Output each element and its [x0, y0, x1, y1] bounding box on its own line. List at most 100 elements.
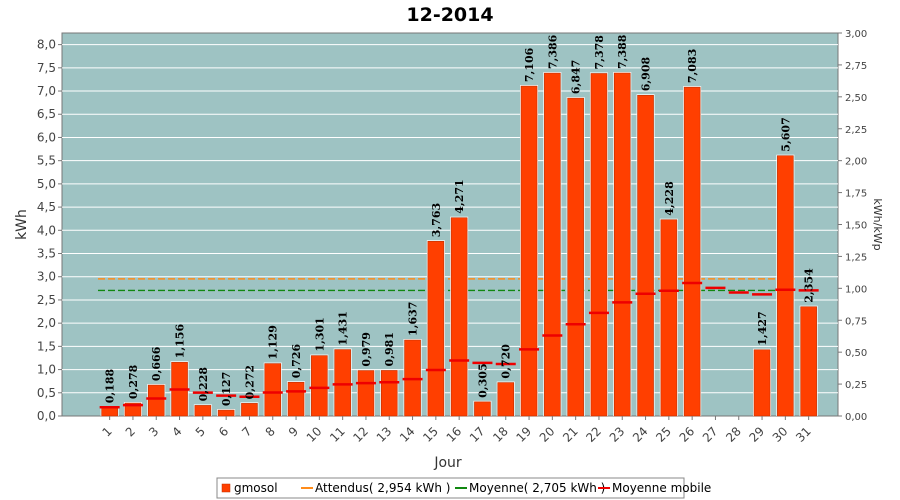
- bar-13: [380, 369, 399, 417]
- bar-fill-31: [800, 306, 817, 417]
- bar-fill-20: [544, 72, 561, 417]
- x-tick-22: 22: [583, 424, 604, 445]
- data-label-30: 5,607: [779, 117, 792, 151]
- x-tick-15: 15: [420, 424, 441, 445]
- y-tick-0,0: 0,0: [37, 409, 56, 423]
- data-label-19: 7,106: [523, 47, 536, 82]
- bar-fill-8: [264, 363, 282, 417]
- bar-10: [310, 354, 329, 417]
- y-tick-6,0: 6,0: [37, 130, 56, 144]
- bar-fill-5: [194, 405, 212, 417]
- data-label-5: 0,228: [197, 367, 210, 402]
- y2-tick-2,25: 2,25: [845, 125, 867, 136]
- x-tick-20: 20: [537, 424, 558, 445]
- bar-29: [753, 348, 772, 417]
- bar-fill-3: [147, 384, 165, 417]
- data-label-13: 0,981: [383, 332, 396, 366]
- legend-label-1: Attendus( 2,954 kWh ): [315, 481, 450, 495]
- data-label-21: 6,847: [570, 60, 583, 94]
- bar-26: [683, 86, 702, 417]
- data-label-23: 7,388: [616, 34, 629, 69]
- data-label-14: 1,637: [407, 302, 420, 336]
- y2-tick-1,00: 1,00: [845, 284, 867, 295]
- x-tick-5: 5: [193, 424, 208, 439]
- bar-12: [356, 369, 375, 417]
- x-tick-10: 10: [304, 424, 325, 445]
- x-tick-17: 17: [467, 424, 488, 445]
- data-label-2: 0,278: [127, 364, 140, 399]
- data-label-4: 1,156: [174, 324, 187, 359]
- bar-3: [147, 384, 166, 417]
- y-tick-4,0: 4,0: [37, 223, 56, 237]
- data-label-9: 0,726: [290, 344, 303, 379]
- bar-fill-18: [497, 382, 515, 417]
- bar-14: [403, 339, 422, 417]
- bar-fill-22: [590, 73, 608, 417]
- bar-fill-9: [287, 381, 305, 417]
- x-tick-8: 8: [263, 424, 278, 439]
- data-label-20: 7,386: [546, 34, 559, 69]
- data-label-25: 4,228: [663, 181, 676, 216]
- y-tick-7,5: 7,5: [37, 61, 56, 75]
- bar-fill-16: [450, 217, 468, 417]
- y2-tick-1,50: 1,50: [845, 221, 867, 232]
- bar-fill-30: [777, 155, 794, 417]
- y-tick-8,0: 8,0: [37, 38, 56, 52]
- x-tick-28: 28: [723, 424, 744, 445]
- x-tick-1: 1: [99, 424, 114, 439]
- legend-item-3: Moyenne mobile: [598, 481, 711, 495]
- y2-tick-0,50: 0,50: [845, 348, 867, 359]
- bar-23: [613, 72, 632, 417]
- legend-swatch-0: [221, 483, 231, 493]
- x-axis: 1 2 3 4 5 6 7 8 9 10 11 12 13 14 15 16 17 18 19 20 21 22 23 24 2…: [99, 416, 814, 445]
- bar-24: [636, 94, 655, 417]
- data-label-7: 0,272: [243, 365, 256, 399]
- x-tick-2: 2: [123, 424, 138, 439]
- y-tick-5,0: 5,0: [37, 177, 56, 191]
- x-tick-13: 13: [374, 424, 395, 445]
- y2-tick-0,00: 0,00: [845, 412, 867, 423]
- bar-25: [659, 218, 678, 417]
- x-tick-12: 12: [350, 424, 371, 445]
- y-tick-3,0: 3,0: [37, 270, 56, 284]
- y-tick-7,0: 7,0: [37, 84, 56, 98]
- bar-7: [240, 402, 259, 417]
- x-tick-7: 7: [239, 424, 254, 439]
- bar-21: [566, 97, 585, 417]
- y2-tick-2,00: 2,00: [845, 157, 867, 168]
- bar-fill-15: [427, 241, 445, 417]
- bar-8: [263, 362, 282, 417]
- legend-label-3: Moyenne mobile: [612, 481, 711, 495]
- bar-30: [776, 154, 795, 417]
- data-label-10: 1,301: [313, 317, 326, 351]
- data-label-8: 1,129: [267, 325, 280, 359]
- bar-fill-23: [613, 72, 631, 417]
- y-tick-1,5: 1,5: [37, 339, 56, 353]
- data-label-17: 0,305: [476, 363, 489, 397]
- data-label-26: 7,083: [686, 49, 699, 83]
- x-tick-25: 25: [653, 424, 674, 445]
- x-tick-27: 27: [700, 424, 721, 445]
- data-label-15: 3,763: [430, 203, 443, 237]
- x-tick-3: 3: [146, 424, 161, 439]
- data-label-12: 0,979: [360, 332, 373, 366]
- grid-lines: [62, 44, 838, 394]
- bar-fill-17: [474, 401, 491, 417]
- data-label-18: 0,720: [500, 344, 513, 379]
- y2-tick-2,75: 2,75: [845, 61, 867, 72]
- bar-series: [100, 72, 818, 417]
- y2-tick-3,00: 3,00: [845, 29, 867, 40]
- data-label-24: 6,908: [640, 57, 653, 92]
- x-tick-16: 16: [444, 424, 465, 445]
- x-tick-19: 19: [513, 424, 534, 445]
- legend-box: [216, 477, 685, 499]
- y2-tick-0,75: 0,75: [845, 316, 867, 327]
- bar-fill-11: [334, 349, 351, 417]
- legend: gmosol Attendus( 2,954 kWh ) Moyenne( 2,70…: [216, 477, 711, 499]
- y2-axis: 0,00 0,25 0,50 0,75 1,00 1,25 1,50 1,75 2,00 2,25…: [838, 29, 867, 423]
- bar-fill-7: [241, 403, 258, 417]
- bar-fill-13: [380, 370, 398, 417]
- data-label-16: 4,271: [453, 179, 466, 213]
- bar-fill-21: [567, 97, 584, 417]
